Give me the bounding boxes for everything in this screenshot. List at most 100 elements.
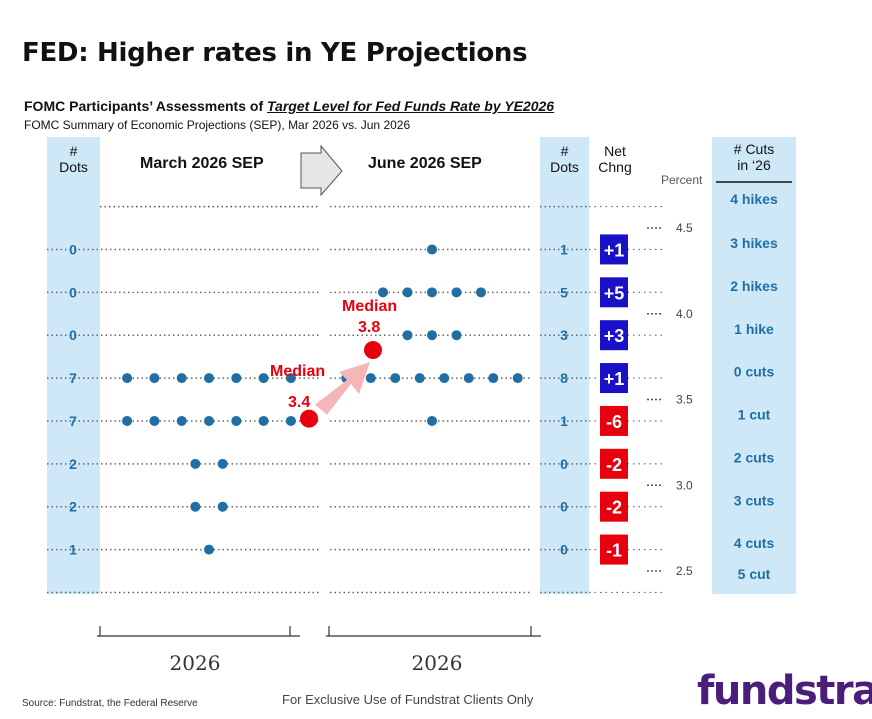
fundstrat-logo: fundstrat (697, 668, 872, 714)
chart-subtitle: FOMC Participants’ Assessments of Target… (24, 98, 554, 114)
cuts-label: 2 cuts (734, 449, 775, 465)
net-change-badge (600, 363, 628, 394)
june-dot (365, 373, 376, 384)
y-axis-tick-label: 3.5 (676, 393, 693, 407)
march-dot (204, 415, 214, 426)
june-dot-count: 0 (560, 542, 568, 558)
net-change-badge (600, 405, 628, 436)
march-dot (231, 373, 242, 384)
net-change-badge (600, 491, 628, 522)
dots-right-header: # Dots (540, 143, 589, 175)
june-dot (402, 330, 413, 341)
march-dot (122, 373, 133, 384)
cuts-label: 4 hikes (730, 191, 778, 207)
march-dot-count: 2 (69, 456, 77, 472)
march-dot (285, 373, 296, 384)
page-title: FED: Higher rates in YE Projections (22, 38, 528, 68)
march-dot-count: 7 (69, 370, 77, 386)
x-axis-label: 2026 (412, 651, 463, 675)
june-dot (378, 287, 388, 298)
march-dot (217, 501, 228, 512)
march-dot (231, 415, 242, 426)
net-change-value: -1 (606, 541, 622, 561)
march-dot (258, 373, 269, 384)
net-change-value: -2 (606, 498, 622, 518)
dots-left-header-line2: Dots (59, 159, 88, 175)
march-dot-count: 2 (69, 499, 77, 515)
dots-left-header-line1: # (69, 143, 78, 159)
june-dot (427, 244, 437, 255)
june-dot-count: 3 (560, 327, 568, 343)
june-dot (476, 287, 486, 298)
cuts-label: 3 cuts (734, 492, 775, 508)
median-shift-arrow (315, 362, 370, 415)
march-sep-header: March 2026 SEP (140, 155, 264, 172)
march-dot-count: 1 (69, 542, 77, 558)
march-dot (149, 373, 160, 384)
june-median-dot (364, 341, 382, 360)
cuts-column-bg (712, 137, 796, 594)
june-dot-count: 1 (560, 413, 568, 429)
dots-right-header-line1: # (560, 143, 569, 159)
march-dot (217, 458, 228, 469)
march-median-dot (300, 409, 318, 428)
june-dot-count: 0 (560, 499, 568, 515)
june-dot (427, 415, 437, 426)
exclusive-note: For Exclusive Use of Fundstrat Clients O… (282, 692, 534, 707)
june-dot (451, 330, 462, 341)
cuts-label: 0 cuts (734, 364, 775, 380)
y-axis-tick-label: 3.0 (676, 478, 693, 492)
subtitle-prefix: FOMC Participants’ Assessments of (24, 98, 267, 114)
march-dot (176, 415, 187, 426)
net-change-value: +1 (604, 369, 625, 389)
march-dot (285, 415, 296, 426)
net-change-value: -6 (606, 412, 622, 432)
june-dot (488, 373, 499, 384)
june-median-value: 3.8 (358, 319, 380, 336)
net-change-header-line2: Chng (598, 159, 632, 175)
net-change-value: +3 (604, 326, 625, 346)
percent-axis-label: Percent (661, 173, 703, 187)
march-dot (149, 415, 160, 426)
cuts-label: 4 cuts (734, 535, 775, 551)
source-note: Source: Fundstrat, the Federal Reserve (22, 698, 198, 709)
chart-subtitle-2: FOMC Summary of Economic Projections (SE… (24, 118, 411, 132)
dots-right-column-bg (540, 137, 589, 594)
march-dot-count: 0 (69, 284, 77, 300)
net-change-badge (600, 534, 628, 565)
y-axis-tick-label: 2.5 (676, 564, 693, 578)
net-change-value: +1 (604, 240, 625, 260)
june-dot (402, 287, 413, 298)
june-dot (451, 287, 462, 298)
march-dot (204, 373, 214, 384)
dots-left-column-bg (47, 137, 100, 594)
june-dot-count: 5 (560, 284, 568, 300)
march-dot-count: 7 (69, 413, 77, 429)
x-axis-label: 2026 (170, 651, 221, 675)
june-dot-count: 0 (560, 456, 568, 472)
net-change-badge (600, 277, 628, 308)
header-arrow-icon (300, 144, 343, 197)
cuts-label: 2 hikes (730, 278, 778, 294)
june-dot (463, 373, 474, 384)
net-change-badge (600, 320, 628, 351)
march-dot (204, 544, 214, 555)
june-dot-count: 8 (560, 370, 568, 386)
net-change-header-line1: Net (604, 143, 626, 159)
net-change-header: Net Chng (590, 143, 640, 175)
june-dot (427, 287, 437, 298)
june-sep-header: June 2026 SEP (368, 155, 482, 172)
june-dot (414, 373, 425, 384)
june-median-label: Median (342, 298, 397, 315)
march-dot (122, 415, 133, 426)
cuts-header: # Cuts in ‘26 (712, 141, 796, 173)
cuts-label: 5 cut (738, 566, 771, 582)
net-change-badge (600, 448, 628, 479)
march-dot (190, 458, 201, 469)
cuts-label: 1 cut (738, 407, 771, 423)
cuts-header-line1: # Cuts (733, 141, 775, 157)
cuts-label: 1 hike (734, 321, 774, 337)
march-median-label: Median (270, 363, 325, 380)
march-median-value: 3.4 (288, 394, 310, 411)
